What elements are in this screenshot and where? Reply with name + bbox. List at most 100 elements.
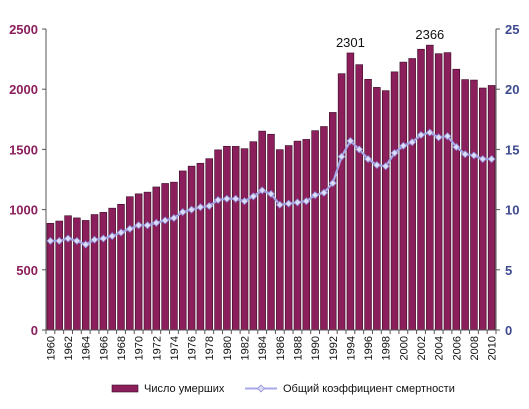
rate-point-1983: [249, 192, 258, 201]
rate-point-1962: [64, 234, 73, 243]
rate-point-2008: [469, 151, 478, 160]
rate-point-1981: [231, 194, 240, 203]
y-left-tick-label-500: 500: [16, 263, 38, 278]
bar-1980: [223, 145, 231, 331]
bar-1973: [161, 183, 169, 331]
bar-1976: [187, 165, 196, 331]
x-tick-label-1966: 1966: [98, 336, 110, 360]
x-tick-label-2004: 2004: [434, 336, 446, 360]
rate-point-1969: [125, 224, 134, 233]
bar-1999: [390, 71, 399, 331]
y-right-tick-label-25: 25: [505, 22, 519, 37]
x-tick-label-1978: 1978: [204, 336, 216, 360]
bar-1965: [90, 214, 99, 331]
rate-point-2006: [452, 143, 461, 151]
rate-point-1964: [81, 240, 90, 249]
rate-point-2009: [478, 155, 487, 163]
x-tick-label-2002: 2002: [416, 336, 428, 360]
x-tick-label-1980: 1980: [222, 336, 234, 360]
y-right-tick-label-10: 10: [505, 203, 519, 218]
rate-point-1974: [169, 214, 178, 222]
rate-point-1985: [267, 189, 275, 198]
x-tick-label-1968: 1968: [116, 336, 128, 360]
y-left-tick-label-1500: 1500: [9, 142, 38, 157]
rate-point-1976: [187, 205, 196, 214]
rate-point-1971: [143, 221, 152, 230]
bar-1987: [284, 145, 293, 331]
rate-point-2003: [425, 128, 434, 137]
rate-point-1995: [355, 145, 364, 154]
bar-1991: [320, 126, 328, 331]
rate-point-2000: [399, 141, 408, 150]
x-tick-label-1982: 1982: [240, 336, 252, 360]
bar-1962: [64, 215, 72, 331]
bar-1993: [337, 73, 346, 331]
bar-1963: [73, 217, 81, 331]
bar-1998: [381, 90, 390, 331]
legend-bar-swatch: [111, 384, 139, 393]
x-tick-label-1986: 1986: [275, 336, 287, 360]
y-right-tick-label-20: 20: [505, 82, 519, 97]
rate-point-1977: [196, 203, 205, 212]
rate-point-1970: [134, 221, 143, 230]
bar-1970: [134, 193, 143, 331]
bar-2005: [443, 52, 452, 331]
legend-line-label: Общий коэффициент смертности: [283, 383, 455, 395]
bar-2006: [452, 68, 461, 331]
x-tick-label-1990: 1990: [310, 336, 322, 360]
rate-point-1989: [302, 197, 311, 206]
rate-point-2002: [417, 130, 425, 139]
bar-2007: [461, 79, 469, 331]
bar-1982: [240, 148, 249, 331]
rate-point-1986: [275, 200, 284, 209]
x-tick-label-1976: 1976: [187, 336, 199, 360]
bar-1979: [214, 149, 222, 331]
bar-1988: [293, 140, 302, 331]
bar-1986: [276, 149, 284, 331]
rate-point-1992: [328, 179, 337, 188]
bar-1990: [311, 130, 319, 331]
x-tick-label-1994: 1994: [345, 336, 357, 360]
rate-point-1960: [46, 236, 55, 245]
bar-1964: [81, 220, 90, 331]
x-tick-label-1974: 1974: [169, 336, 181, 360]
bar-1974: [170, 181, 178, 331]
y-left-tick-label-2000: 2000: [9, 82, 38, 97]
x-tick-label-1962: 1962: [63, 336, 75, 360]
y-right-tick-label-15: 15: [505, 142, 519, 157]
legend-bar-label: Число умерших: [144, 383, 225, 395]
bar-1985: [267, 133, 275, 331]
rate-point-1996: [364, 155, 373, 163]
rate-point-1984: [258, 186, 267, 195]
rate-point-1968: [117, 228, 125, 237]
bar-1997: [373, 87, 381, 331]
bar-2001: [408, 58, 416, 331]
annotation-1994: 2301: [336, 35, 365, 50]
rate-point-1967: [108, 232, 117, 241]
rate-point-1982: [240, 197, 249, 206]
x-tick-label-2010: 2010: [487, 336, 499, 360]
rate-point-1988: [293, 198, 302, 207]
rate-point-1987: [284, 199, 293, 208]
bar-2002: [417, 48, 425, 331]
bar-2004: [434, 53, 443, 331]
rate-point-1961: [55, 236, 64, 245]
x-tick-label-1998: 1998: [381, 336, 393, 360]
bar-1989: [302, 139, 311, 331]
rate-point-1965: [90, 235, 99, 244]
bar-2003: [426, 44, 434, 331]
x-tick-label-1964: 1964: [81, 336, 93, 360]
rate-point-1979: [214, 196, 223, 204]
bar-1966: [99, 212, 108, 331]
y-right-tick-label-5: 5: [505, 263, 512, 278]
bar-2008: [470, 79, 478, 331]
rate-point-1966: [99, 234, 108, 243]
bar-2000: [399, 61, 408, 331]
rate-point-2007: [461, 150, 470, 159]
y-left-tick-label-1000: 1000: [9, 203, 38, 218]
bar-1972: [152, 186, 161, 331]
rate-point-1980: [222, 194, 231, 203]
x-tick-label-1992: 1992: [328, 336, 340, 360]
x-tick-label-1984: 1984: [257, 336, 269, 360]
rate-point-1991: [319, 188, 328, 197]
